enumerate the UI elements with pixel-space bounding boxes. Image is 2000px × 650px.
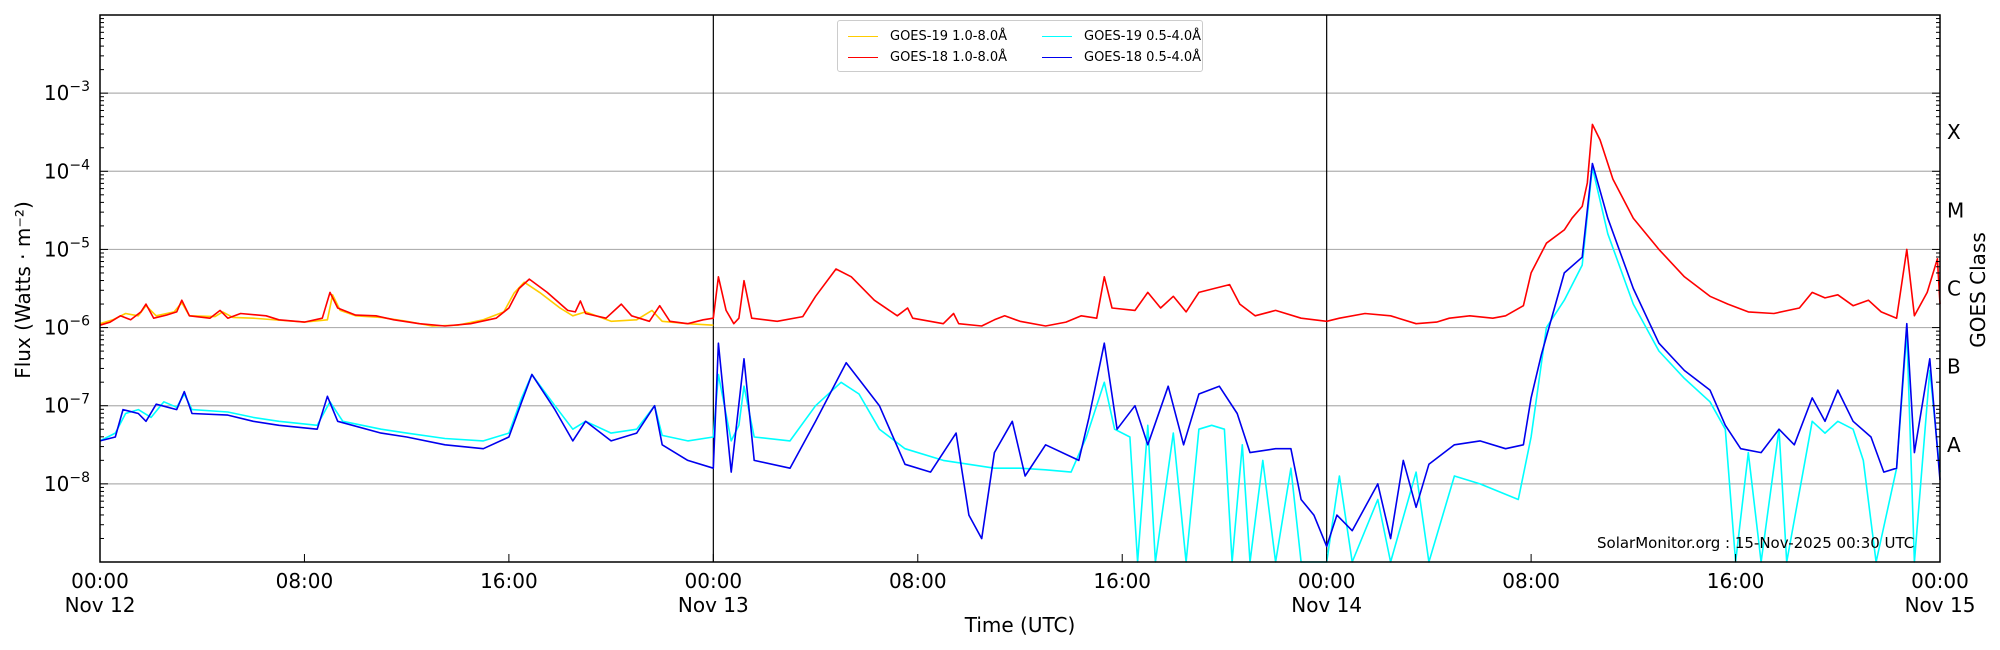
- series-line: [99, 281, 714, 327]
- x-tick-label: 08:00: [276, 569, 334, 593]
- goes-class-label: B: [1947, 355, 1961, 379]
- x-tick-label: 00:00: [1911, 569, 1969, 593]
- x-tick-date-label: Nov 13: [678, 593, 749, 617]
- y-tick-label: 10−4: [44, 157, 90, 183]
- series-line: [99, 166, 1941, 563]
- x-tick-date-label: Nov 14: [1291, 593, 1362, 617]
- goes-class-label: C: [1947, 277, 1961, 301]
- x-tick-label: 08:00: [1502, 569, 1560, 593]
- legend-item-goes19-long: GOES-19 1.0-8.0Å: [848, 27, 1007, 45]
- day-boundary-lines: [712, 15, 1328, 562]
- legend-swatch: [1042, 35, 1072, 37]
- legend-label: GOES-18 0.5-4.0Å: [1084, 49, 1202, 65]
- data-series: [99, 123, 1941, 563]
- x-tick-date-label: Nov 15: [1905, 593, 1976, 617]
- legend-item-goes18-long: GOES-18 1.0-8.0Å: [848, 48, 1007, 66]
- goes-class-label: A: [1947, 433, 1961, 457]
- x-tick-label: 16:00: [1093, 569, 1151, 593]
- legend-item-goes19-short: GOES-19 0.5-4.0Å: [1042, 27, 1201, 45]
- legend-label: GOES-19 1.0-8.0Å: [890, 28, 1008, 44]
- goes-class-label: X: [1947, 120, 1961, 144]
- goes-class-axis: X M C B A: [1947, 120, 1964, 457]
- grid-lines: [100, 92, 1940, 485]
- legend-item-goes18-short: GOES-18 0.5-4.0Å: [1042, 48, 1201, 66]
- y-tick-label: 10−5: [44, 235, 90, 261]
- legend-swatch: [1042, 56, 1072, 58]
- y-axis-label: Flux (Watts · m⁻²): [11, 201, 35, 379]
- series-line: [99, 123, 1941, 327]
- x-axis-label: Time (UTC): [964, 613, 1076, 637]
- watermark: SolarMonitor.org : 15-Nov-2025 00:30 UTC: [1597, 534, 1915, 552]
- legend-label: GOES-19 0.5-4.0Å: [1084, 28, 1202, 44]
- y-tick-label: 10−6: [44, 314, 90, 340]
- goes-class-axis-label: GOES Class: [1966, 232, 1990, 348]
- legend: GOES-19 1.0-8.0Å GOES-18 1.0-8.0Å GOES-1…: [837, 20, 1203, 72]
- y-tick-label: 10−3: [44, 79, 90, 105]
- y-axis-ticks: 10−3 10−4 10−5 10−6 10−7 10−8: [44, 18, 1940, 563]
- x-tick-label: 00:00: [685, 569, 743, 593]
- x-tick-label: 16:00: [480, 569, 538, 593]
- plot-frame: [99, 14, 1941, 563]
- legend-swatch: [848, 35, 878, 37]
- x-tick-label: 00:00: [1298, 569, 1356, 593]
- legend-swatch: [848, 56, 878, 58]
- y-tick-label: 10−8: [44, 470, 90, 496]
- legend-label: GOES-18 1.0-8.0Å: [890, 49, 1008, 65]
- x-tick-label: 16:00: [1707, 569, 1765, 593]
- x-tick-label: 08:00: [889, 569, 947, 593]
- series-line: [99, 162, 1941, 548]
- x-tick-label: 00:00: [71, 569, 129, 593]
- goes-class-label: M: [1947, 198, 1964, 222]
- x-tick-date-label: Nov 12: [65, 593, 136, 617]
- y-tick-label: 10−7: [44, 392, 90, 418]
